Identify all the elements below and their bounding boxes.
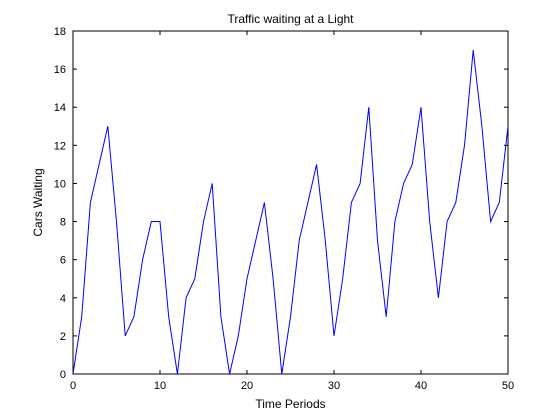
chart-title: Traffic waiting at a Light: [227, 12, 354, 26]
y-tick-label: 10: [54, 178, 66, 190]
x-tick-label: 40: [415, 380, 427, 392]
y-tick-label: 2: [60, 331, 66, 343]
axis-tick-labels: 0 10 20 30 40 50 0 2 4 6 8 10 12 14 16 18: [54, 26, 514, 392]
y-tick-label: 4: [60, 293, 66, 305]
y-axis-label: Cars Waiting: [31, 168, 45, 236]
y-tick-label: 18: [54, 26, 66, 38]
x-tick-label: 20: [241, 380, 253, 392]
plot-area: [72, 30, 509, 375]
x-tick-label: 0: [70, 380, 76, 392]
x-axis-label: Time Periods: [255, 397, 325, 411]
x-tick-label: 30: [328, 380, 340, 392]
axis-ticks: [72, 30, 509, 375]
x-tick-label: 50: [502, 380, 514, 392]
y-tick-label: 16: [54, 64, 66, 76]
series-line: [72, 50, 509, 375]
y-tick-label: 6: [60, 255, 66, 267]
y-tick-label: 12: [54, 140, 66, 152]
y-tick-label: 8: [60, 217, 66, 229]
y-tick-label: 14: [54, 102, 66, 114]
x-tick-label: 10: [154, 380, 166, 392]
y-tick-label: 0: [60, 369, 66, 381]
